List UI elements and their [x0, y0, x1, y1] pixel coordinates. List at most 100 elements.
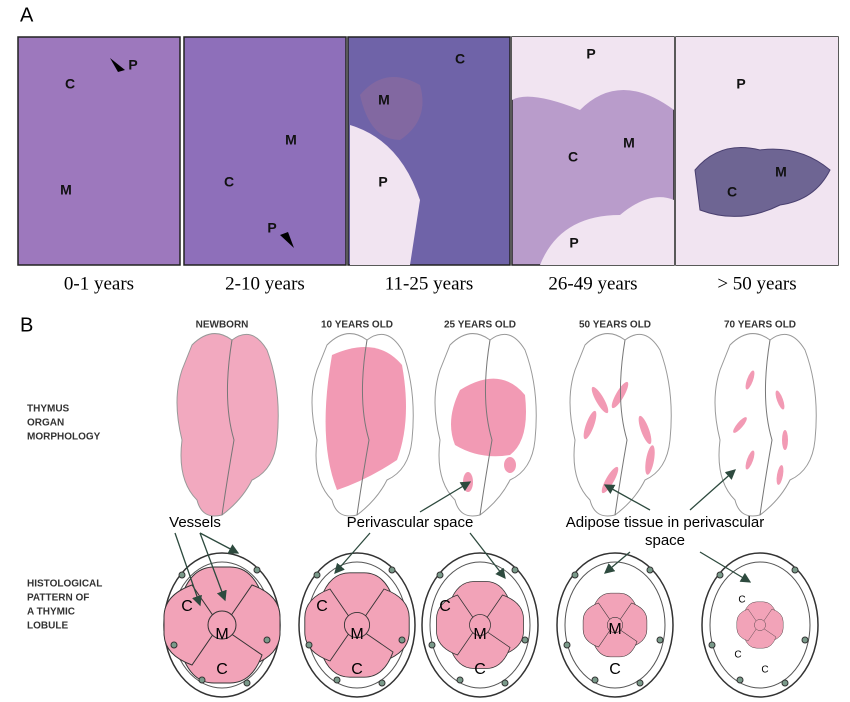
lobule-inner — [429, 561, 531, 689]
cortex-area — [733, 417, 747, 433]
pointer-arrow — [603, 484, 651, 511]
cortex-pattern — [582, 592, 648, 658]
lobule-label: M — [473, 626, 486, 643]
cortex-area — [745, 370, 755, 390]
lobule-label: C — [738, 595, 745, 606]
annotation: Perivascular space — [347, 514, 474, 531]
pointer-arrow — [334, 532, 371, 574]
image-label: C — [224, 174, 234, 190]
image-label: M — [378, 92, 390, 108]
image-label: M — [60, 182, 72, 198]
cortex-area — [504, 457, 516, 473]
medulla — [343, 611, 371, 639]
pointer-arrow — [469, 532, 506, 580]
lobule-label: C — [316, 598, 328, 615]
lobule-label: C — [216, 661, 228, 678]
row-label: PATTERN OF — [27, 593, 89, 604]
vessel — [636, 679, 644, 687]
adipose-area — [350, 125, 420, 265]
vessel — [333, 676, 341, 684]
vessel — [305, 641, 313, 649]
arrowhead — [280, 232, 294, 248]
image-label: P — [128, 57, 137, 73]
cortex-pattern — [736, 601, 784, 649]
image-label: C — [455, 51, 465, 67]
vessel — [571, 571, 579, 579]
annotation: space — [645, 532, 685, 549]
age-caption: 26-49 years — [548, 273, 637, 294]
vessel — [456, 676, 464, 684]
organ-outline — [714, 333, 817, 517]
lobule-label: M — [215, 626, 228, 643]
lobule-label: M — [608, 621, 621, 638]
lobule-label: C — [474, 661, 486, 678]
vessel — [781, 679, 789, 687]
pointer-arrow — [199, 532, 240, 554]
image-label: P — [378, 174, 387, 190]
cortex-area — [463, 472, 473, 492]
vessel — [716, 571, 724, 579]
vessel — [501, 679, 509, 687]
cortex-area — [775, 390, 785, 410]
vessel — [656, 636, 664, 644]
histology-image — [17, 36, 181, 266]
cortex-area — [176, 333, 279, 517]
pointer-arrow — [419, 481, 472, 513]
cortex-area — [745, 450, 755, 470]
lobule-label: C — [439, 598, 451, 615]
row-label: A THYMIC — [27, 607, 75, 618]
image-label: M — [775, 164, 787, 180]
vessel — [243, 679, 251, 687]
lobe-line — [759, 339, 773, 516]
lobe-line — [614, 339, 628, 516]
row-label: THYMUS — [27, 404, 70, 415]
cortex-lobe — [304, 588, 351, 662]
image-label: P — [267, 220, 276, 236]
lobe-line — [356, 339, 370, 516]
cortex-area — [645, 445, 655, 475]
lobe-line — [479, 339, 493, 516]
vessel — [436, 571, 444, 579]
lobule-inner — [564, 561, 666, 689]
medulla — [360, 77, 423, 140]
pointer-arrow — [199, 532, 227, 602]
vessel — [178, 571, 186, 579]
vessel — [563, 641, 571, 649]
cortex-pattern — [436, 581, 524, 669]
adipose-area — [512, 37, 674, 110]
vessel — [521, 636, 529, 644]
age-caption: 11-25 years — [385, 273, 473, 294]
vessel — [708, 641, 716, 649]
cortex-area — [782, 430, 788, 450]
vessel — [646, 566, 654, 574]
vessel — [378, 679, 386, 687]
column-header: 25 YEARS OLD — [444, 320, 516, 331]
adipose-area — [540, 197, 674, 265]
cortex-area — [776, 465, 784, 485]
medulla — [207, 610, 237, 640]
cortex-lobe — [582, 602, 611, 648]
histology-image — [183, 36, 347, 266]
row-label: MORPHOLOGY — [27, 432, 101, 443]
vessel — [801, 636, 809, 644]
pointer-arrow — [174, 532, 202, 607]
vessel — [313, 571, 321, 579]
cortex-area — [451, 378, 526, 457]
age-caption: 0-1 years — [64, 273, 134, 294]
medulla — [469, 614, 491, 636]
panel-label: A — [20, 4, 34, 26]
vessel — [263, 636, 271, 644]
pointer-arrow — [604, 551, 631, 574]
cortex-area — [591, 386, 609, 414]
cortex-lobe — [736, 608, 757, 642]
vessel — [511, 566, 519, 574]
cortex-pattern — [304, 572, 410, 678]
lobe-line — [221, 339, 235, 516]
vessel — [736, 676, 744, 684]
vessel — [791, 566, 799, 574]
medulla — [754, 619, 766, 631]
vessel — [388, 566, 396, 574]
row-label: HISTOLOGICAL — [27, 579, 102, 590]
row-label: ORGAN — [27, 418, 64, 429]
